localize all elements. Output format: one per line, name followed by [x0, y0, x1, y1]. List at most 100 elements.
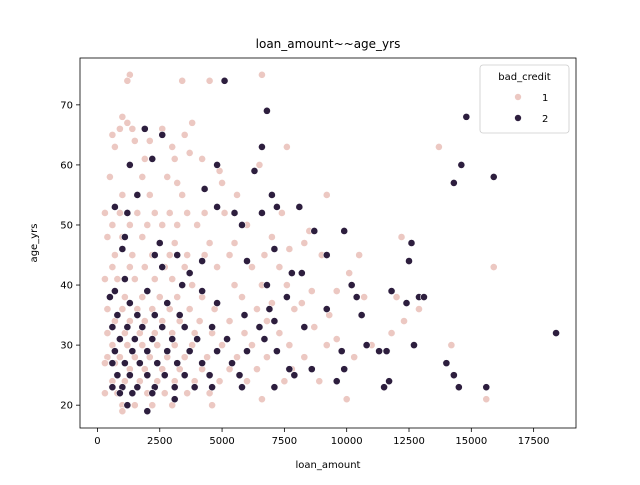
data-point-1 — [200, 209, 209, 217]
data-point-2 — [173, 359, 182, 368]
data-point-1 — [120, 293, 129, 301]
data-point-1 — [180, 353, 189, 362]
data-point-1 — [290, 305, 299, 313]
data-point-1 — [188, 118, 197, 127]
data-point-2 — [138, 323, 147, 331]
data-point-1 — [489, 263, 498, 271]
data-point-2 — [454, 383, 463, 392]
data-point-2 — [123, 323, 132, 331]
y-axis-ticks: 20 30 40 50 60 70 — [60, 100, 80, 412]
data-point-2 — [155, 239, 164, 247]
data-point-1 — [125, 263, 134, 271]
data-point-1 — [282, 142, 291, 151]
data-point-2 — [290, 371, 299, 380]
data-point-1 — [238, 293, 246, 301]
data-point-1 — [138, 293, 147, 301]
data-point-2 — [240, 311, 249, 319]
data-point-1 — [160, 389, 169, 398]
data-point-1 — [233, 353, 241, 362]
data-point-2 — [106, 293, 114, 301]
data-point-2 — [180, 323, 189, 331]
data-point-1 — [285, 341, 294, 350]
data-point-2 — [150, 251, 159, 259]
data-point-1 — [173, 221, 182, 229]
data-point-1 — [118, 191, 127, 199]
data-point-2 — [205, 371, 214, 380]
data-point-2 — [170, 395, 179, 404]
data-point-1 — [215, 377, 224, 386]
data-point-2 — [238, 221, 246, 229]
data-point-2 — [268, 191, 276, 199]
data-point-2 — [160, 371, 169, 380]
data-point-1 — [128, 124, 137, 133]
data-point-2 — [168, 335, 177, 344]
data-point-2 — [322, 305, 331, 313]
data-point-1 — [240, 329, 249, 337]
data-point-1 — [185, 305, 194, 313]
data-point-2 — [337, 347, 346, 356]
data-point-1 — [307, 287, 316, 295]
data-point-2 — [357, 311, 366, 319]
data-point-1 — [140, 155, 149, 163]
data-point-2 — [128, 347, 137, 356]
data-point-1 — [322, 191, 331, 199]
data-point-1 — [355, 251, 364, 259]
data-point-1 — [253, 365, 261, 374]
data-point-2 — [385, 377, 393, 386]
data-point-2 — [405, 257, 413, 265]
y-tick-label: 30 — [60, 341, 73, 352]
y-tick-label: 60 — [60, 160, 73, 171]
data-point-1 — [173, 179, 182, 187]
data-point-1 — [115, 353, 124, 362]
data-point-2 — [352, 293, 361, 301]
data-point-2 — [120, 233, 129, 241]
data-point-1 — [178, 76, 187, 85]
data-point-1 — [138, 341, 147, 350]
data-point-2 — [200, 185, 209, 193]
data-point-1 — [233, 191, 241, 199]
data-point-2 — [108, 323, 117, 331]
legend-title: bad_credit — [498, 72, 550, 83]
data-point-1 — [103, 305, 112, 313]
data-point-1 — [360, 293, 369, 301]
data-point-1 — [123, 341, 132, 350]
data-point-2 — [340, 227, 349, 235]
data-point-1 — [138, 173, 147, 181]
data-point-2 — [178, 281, 187, 289]
data-point-1 — [143, 221, 152, 229]
data-point-2 — [347, 281, 356, 289]
data-point-2 — [410, 341, 418, 350]
data-point-1 — [220, 209, 229, 217]
data-point-2 — [258, 142, 266, 151]
data-point-1 — [163, 173, 172, 181]
points-layer — [101, 70, 560, 416]
data-point-2 — [223, 335, 231, 344]
data-point-1 — [115, 124, 124, 133]
data-point-2 — [295, 203, 304, 211]
data-point-1 — [118, 407, 127, 416]
data-point-1 — [106, 173, 114, 181]
data-point-1 — [103, 233, 112, 241]
data-point-1 — [170, 239, 179, 247]
y-tick-label: 50 — [60, 220, 73, 231]
data-point-1 — [180, 130, 189, 139]
data-point-1 — [150, 209, 159, 217]
data-point-2 — [375, 347, 383, 356]
data-point-2 — [198, 287, 207, 295]
data-point-2 — [442, 359, 451, 368]
data-point-2 — [340, 365, 349, 374]
data-point-2 — [118, 245, 127, 253]
chart-title: loan_amount~~age_yrs — [256, 37, 401, 51]
data-point-2 — [113, 371, 122, 380]
data-point-1 — [168, 142, 177, 151]
data-point-1 — [108, 221, 117, 229]
data-point-1 — [255, 161, 264, 169]
data-point-2 — [148, 155, 157, 163]
data-point-2 — [143, 287, 152, 295]
data-point-2 — [110, 203, 119, 211]
data-point-1 — [101, 389, 109, 398]
data-point-2 — [260, 335, 269, 344]
data-point-1 — [415, 305, 423, 313]
data-point-2 — [158, 130, 167, 139]
data-point-1 — [218, 179, 226, 187]
